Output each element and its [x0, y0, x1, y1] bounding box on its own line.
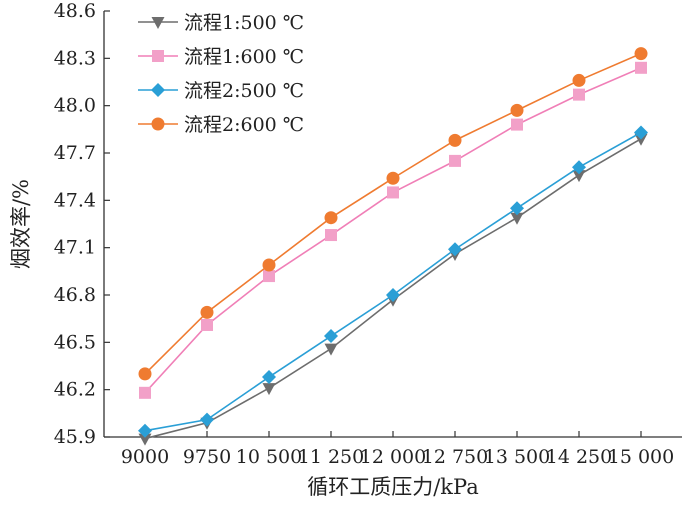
x-tick-label: 10 500: [236, 446, 302, 468]
legend-marker: [151, 17, 165, 29]
y-tick-label: 48.6: [54, 0, 96, 22]
y-tick-label: 46.5: [54, 331, 96, 353]
data-point: [263, 270, 275, 283]
x-tick-label: 15 000: [608, 446, 674, 468]
data-point: [572, 73, 586, 87]
data-point: [572, 170, 586, 183]
data-point: [200, 412, 214, 427]
data-point: [634, 47, 648, 61]
data-point: [511, 118, 523, 131]
y-tick-label: 48.0: [54, 95, 96, 117]
data-point: [138, 423, 152, 438]
legend-item: 流程2:500 ℃: [138, 80, 304, 102]
legend-marker: [151, 83, 165, 97]
legend-label: 流程2:600 ℃: [184, 114, 304, 136]
series-layer: [138, 47, 648, 446]
data-point: [324, 329, 338, 344]
data-point: [634, 133, 648, 146]
data-point: [448, 242, 462, 257]
data-point: [386, 171, 400, 185]
y-axis-title: 烟效率/%: [9, 179, 33, 269]
data-point: [448, 133, 462, 147]
data-point: [635, 61, 647, 74]
legend-item: 流程2:600 ℃: [138, 114, 304, 136]
legend-label: 流程1:600 ℃: [184, 46, 304, 68]
y-tick-label: 48.3: [54, 47, 96, 69]
data-point: [510, 103, 524, 117]
legend-marker: [151, 117, 165, 131]
x-tick-label: 14 250: [546, 446, 612, 468]
series-4: [138, 47, 648, 381]
y-tick-label: 47.7: [54, 142, 96, 164]
x-tick-label: 13 500: [484, 446, 550, 468]
data-point: [510, 212, 524, 225]
data-point: [138, 433, 152, 446]
data-point: [510, 201, 524, 216]
data-point: [324, 343, 338, 356]
legend-label: 流程2:500 ℃: [184, 80, 304, 102]
data-point: [324, 211, 338, 225]
y-tick-label: 47.1: [54, 237, 96, 259]
legend: 流程1:500 ℃ 流程1:600 ℃ 流程2:500 ℃ 流程2:600 ℃: [138, 12, 304, 136]
x-tick-label: 9000: [121, 446, 169, 468]
axes: 45.9 46.2 46.5 46.8 47.1 47.4 47.7 48.0 48.3 48.6…: [54, 0, 682, 468]
y-tick-label: 45.9: [54, 426, 96, 448]
legend-item: 流程1:600 ℃: [138, 46, 304, 68]
data-point: [449, 154, 461, 167]
series-2: [139, 61, 647, 399]
x-tick-label: 12 750: [422, 446, 488, 468]
data-point: [262, 258, 276, 272]
series-3: [138, 125, 648, 438]
x-tick-label: 12 000: [360, 446, 426, 468]
data-point: [387, 186, 399, 199]
data-point: [634, 125, 648, 140]
data-point: [572, 160, 586, 175]
legend-label: 流程1:500 ℃: [184, 12, 304, 34]
y-tick-label: 47.4: [54, 189, 96, 211]
data-point: [201, 318, 213, 331]
data-point: [386, 288, 400, 302]
y-tick-label: 46.8: [54, 284, 96, 306]
data-point: [325, 229, 337, 242]
x-tick-label: 9750: [183, 446, 231, 468]
x-axis-title: 循环工质压力/kPa: [307, 475, 479, 499]
data-point: [262, 383, 276, 396]
y-tick-label: 46.2: [54, 379, 96, 401]
legend-item: 流程1:500 ℃: [138, 12, 304, 34]
legend-marker: [152, 50, 164, 62]
data-point: [262, 370, 276, 385]
x-tick-label: 11 250: [298, 446, 364, 468]
data-point: [573, 88, 585, 101]
data-point: [139, 386, 151, 399]
data-point: [138, 367, 152, 381]
data-point: [200, 305, 214, 319]
